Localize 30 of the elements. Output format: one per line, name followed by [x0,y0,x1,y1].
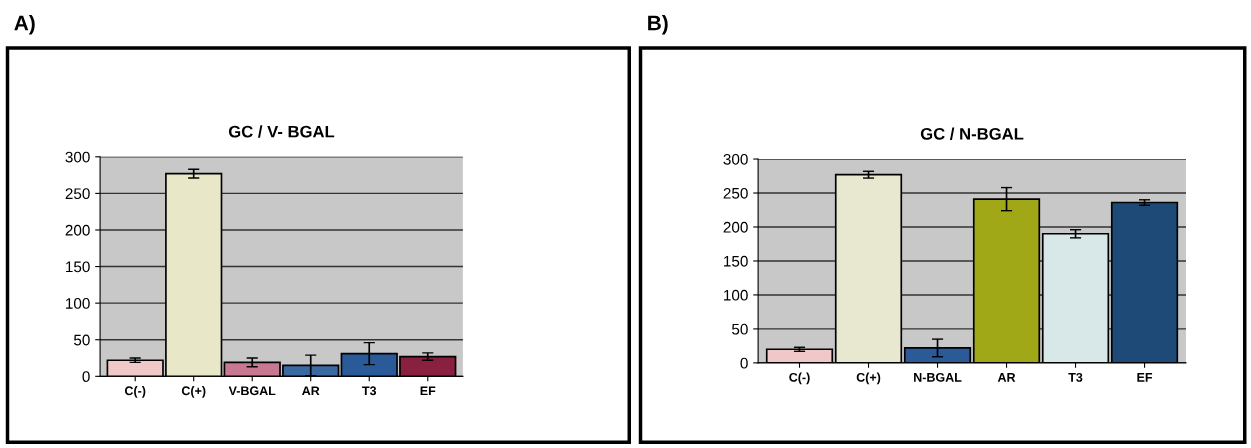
y-tick-label: 200 [723,221,748,233]
x-tick-label: T3 [1068,372,1083,382]
x-tick-label: C(-) [789,372,810,385]
y-tick-label: 250 [723,187,748,199]
y-tick-label: 200 [65,224,90,236]
y-tick-label: 100 [724,289,748,301]
x-tick-label: C(+) [856,372,881,385]
y-tick-label: 0 [82,371,90,383]
y-tick-label: 300 [65,151,90,163]
x-tick-label: EF [420,386,436,396]
y-tick-label: 150 [724,255,748,267]
x-tick-label: C(-) [124,386,146,398]
x-tick-label: AR [302,386,320,396]
y-tick-label: 250 [65,188,90,200]
chart-title: GC / N-BGAL [920,127,1024,140]
x-tick-label: AR [997,373,1016,382]
x-tick-label: T3 [362,386,377,396]
y-tick-label: 100 [66,298,90,309]
y-tick-label: 300 [723,153,748,165]
x-tick-label: V-BGAL [228,386,276,396]
y-tick-label: 50 [73,334,90,346]
x-tick-label: N-BGAL [914,372,962,382]
x-tick-label: C(+) [181,386,206,398]
x-tick-label: EF [1137,373,1153,382]
y-tick-label: 50 [732,323,748,335]
text: A) [14,15,35,35]
chart-title: GC / V- BGAL [228,125,335,138]
text: B) [648,15,668,35]
y-tick-label: 0 [740,357,748,369]
y-tick-label: 150 [66,261,90,273]
